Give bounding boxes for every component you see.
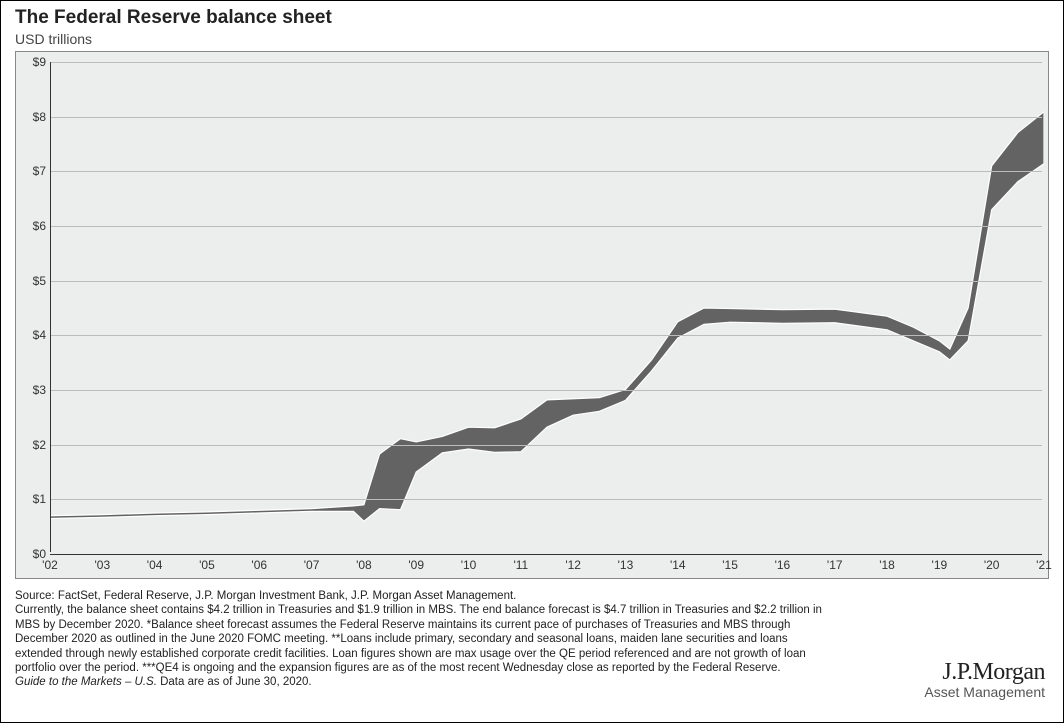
x-tick-label: '17 bbox=[815, 558, 855, 572]
gridline bbox=[50, 499, 1042, 500]
x-tick-label: '05 bbox=[187, 558, 227, 572]
y-axis bbox=[50, 62, 51, 552]
footer-source: Source: FactSet, Federal Reserve, J.P. M… bbox=[15, 589, 833, 603]
footer-text: Source: FactSet, Federal Reserve, J.P. M… bbox=[15, 589, 833, 690]
x-tick-label: '10 bbox=[449, 558, 489, 572]
page-subtitle: USD trillions bbox=[15, 31, 92, 47]
y-tick-label: $1 bbox=[20, 492, 46, 506]
gridline bbox=[50, 445, 1042, 446]
x-tick-label: '19 bbox=[919, 558, 959, 572]
gridline bbox=[50, 117, 1042, 118]
y-tick-label: $8 bbox=[20, 110, 46, 124]
y-tick-label: $6 bbox=[20, 219, 46, 233]
gridline bbox=[50, 335, 1042, 336]
logo-block: J.P.Morgan Asset Management bbox=[924, 659, 1045, 700]
x-tick-label: '16 bbox=[762, 558, 802, 572]
x-tick-label: '21 bbox=[1024, 558, 1064, 572]
balance-sheet-chart: $0$1$2$3$4$5$6$7$8$9'02'03'04'05'06'07'0… bbox=[15, 51, 1049, 579]
x-tick-label: '04 bbox=[135, 558, 175, 572]
stacked-area-svg bbox=[50, 62, 1044, 554]
x-tick-label: '06 bbox=[239, 558, 279, 572]
footer-asof: Data are as of June 30, 2020. bbox=[160, 676, 312, 688]
undefined bbox=[50, 112, 1044, 521]
gridline bbox=[50, 171, 1042, 172]
footer-guide: Guide to the Markets – U.S. Data are as … bbox=[15, 675, 833, 689]
gridline bbox=[50, 226, 1042, 227]
y-tick-label: $9 bbox=[20, 55, 46, 69]
y-tick-label: $3 bbox=[20, 383, 46, 397]
x-tick-label: '02 bbox=[30, 558, 70, 572]
logo-sub: Asset Management bbox=[924, 684, 1045, 700]
x-axis bbox=[50, 554, 1042, 555]
gridline bbox=[50, 62, 1042, 63]
footer-body: Currently, the balance sheet contains $4… bbox=[15, 603, 833, 675]
x-tick-label: '08 bbox=[344, 558, 384, 572]
footer-guide-ital: Guide to the Markets – U.S. bbox=[15, 676, 160, 688]
x-tick-label: '18 bbox=[867, 558, 907, 572]
x-tick-label: '03 bbox=[82, 558, 122, 572]
y-tick-label: $5 bbox=[20, 274, 46, 288]
x-tick-label: '12 bbox=[553, 558, 593, 572]
y-tick-label: $2 bbox=[20, 438, 46, 452]
x-tick-label: '11 bbox=[501, 558, 541, 572]
gridline bbox=[50, 281, 1042, 282]
x-tick-label: '07 bbox=[292, 558, 332, 572]
x-tick-label: '09 bbox=[396, 558, 436, 572]
y-tick-label: $4 bbox=[20, 328, 46, 342]
page-root: The Federal Reserve balance sheet USD tr… bbox=[0, 0, 1064, 723]
gridline bbox=[50, 390, 1042, 391]
x-tick-label: '15 bbox=[710, 558, 750, 572]
x-tick-label: '13 bbox=[605, 558, 645, 572]
x-tick-label: '14 bbox=[658, 558, 698, 572]
y-tick-label: $7 bbox=[20, 164, 46, 178]
logo-brand: J.P.Morgan bbox=[924, 659, 1045, 686]
page-title: The Federal Reserve balance sheet bbox=[15, 7, 332, 29]
x-tick-label: '20 bbox=[972, 558, 1012, 572]
